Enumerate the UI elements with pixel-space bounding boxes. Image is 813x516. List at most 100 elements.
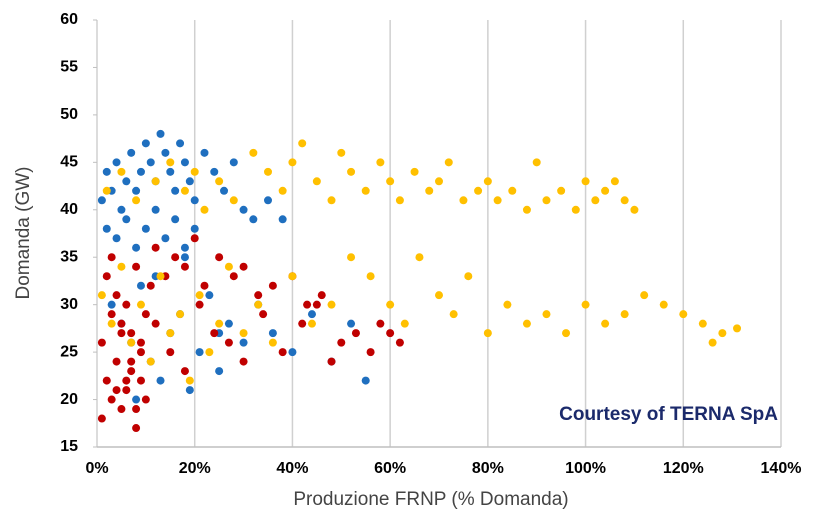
point	[136, 281, 145, 290]
point	[249, 148, 258, 157]
point	[229, 158, 238, 167]
point	[640, 291, 649, 300]
point	[435, 291, 443, 300]
point	[180, 243, 189, 252]
point	[176, 310, 185, 319]
point	[581, 300, 590, 309]
x-tick-label: 140%	[761, 460, 802, 477]
point	[268, 338, 277, 347]
point	[361, 186, 370, 195]
point	[171, 253, 180, 262]
point	[112, 357, 121, 366]
point	[215, 253, 224, 262]
y-tick-label: 55	[60, 59, 78, 76]
point	[151, 243, 160, 252]
point	[166, 348, 175, 357]
x-tick-label: 80%	[472, 460, 504, 477]
point	[146, 357, 155, 366]
y-tick-label: 60	[60, 11, 78, 28]
point	[210, 329, 219, 338]
point	[205, 291, 214, 300]
point	[180, 253, 189, 262]
point	[122, 376, 131, 385]
point	[312, 300, 321, 309]
point	[376, 319, 385, 328]
x-tick-label: 40%	[276, 460, 308, 477]
point	[127, 367, 136, 376]
point	[180, 186, 189, 195]
point	[161, 148, 170, 157]
point	[122, 386, 131, 395]
point	[254, 291, 263, 300]
point	[239, 262, 248, 271]
point	[337, 338, 346, 347]
point	[718, 329, 727, 338]
point	[112, 234, 121, 243]
point	[581, 177, 590, 186]
point	[132, 243, 141, 252]
point	[180, 262, 189, 271]
point	[483, 177, 492, 186]
point	[102, 224, 111, 233]
point	[620, 196, 629, 205]
point	[107, 310, 116, 319]
point	[97, 338, 106, 347]
point	[122, 177, 131, 186]
point	[239, 329, 248, 338]
point	[195, 300, 204, 309]
point	[229, 196, 238, 205]
point	[117, 405, 126, 414]
point	[303, 300, 312, 309]
point	[532, 158, 541, 167]
point	[185, 376, 194, 385]
point	[205, 348, 214, 357]
point	[132, 186, 141, 195]
point	[136, 338, 145, 347]
point	[161, 234, 170, 243]
point	[102, 376, 111, 385]
point	[117, 329, 126, 338]
x-tick-label: 100%	[565, 460, 606, 477]
point	[395, 196, 404, 205]
point	[229, 272, 238, 281]
point	[224, 338, 233, 347]
point	[200, 148, 209, 157]
point	[190, 167, 199, 176]
point	[508, 186, 517, 195]
point	[132, 262, 141, 271]
point	[132, 395, 141, 404]
point	[278, 215, 287, 224]
point	[264, 196, 272, 205]
y-tick-label: 35	[60, 248, 78, 265]
point	[146, 158, 155, 167]
point	[151, 319, 160, 328]
y-axis-label: Domanda (GW)	[13, 166, 34, 299]
point	[444, 158, 453, 167]
point	[259, 310, 268, 319]
point	[117, 319, 126, 328]
point	[210, 167, 219, 176]
point	[288, 158, 297, 167]
point	[190, 224, 199, 233]
point	[132, 196, 141, 205]
point	[307, 319, 316, 328]
point	[132, 405, 141, 414]
x-tick-label: 120%	[663, 460, 704, 477]
point	[190, 234, 199, 243]
point	[127, 148, 136, 157]
point	[171, 215, 180, 224]
point	[483, 329, 492, 338]
point	[620, 310, 629, 319]
point	[97, 291, 106, 300]
point	[180, 367, 189, 376]
point	[102, 186, 111, 195]
point	[386, 177, 395, 186]
point	[107, 395, 116, 404]
point	[366, 348, 375, 357]
point	[278, 348, 287, 357]
x-tick-label: 60%	[374, 460, 406, 477]
point	[136, 300, 145, 309]
point	[386, 329, 395, 338]
point	[122, 215, 131, 224]
